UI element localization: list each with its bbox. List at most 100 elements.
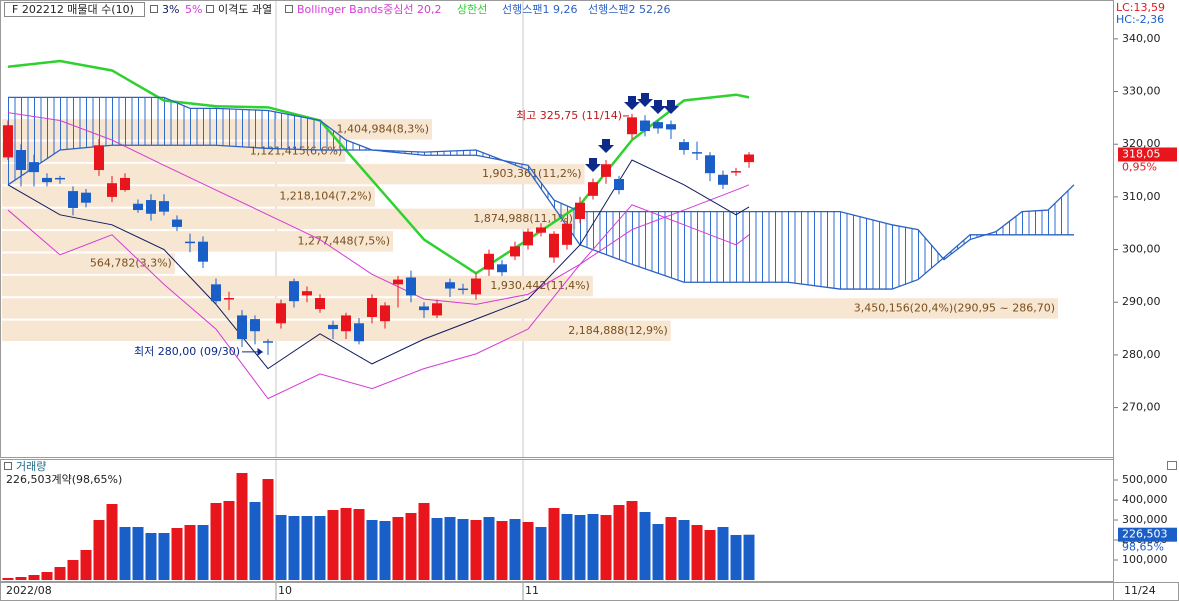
- volume-profile-label: 1,874,988(11,1%): [473, 212, 573, 225]
- volume-profile-bar: [2, 320, 671, 342]
- candle-body: [16, 150, 26, 171]
- candle-body: [471, 278, 481, 295]
- candle-body: [198, 241, 208, 262]
- candle-body: [692, 152, 702, 154]
- legend-entry: 선행스팬2 52,26: [588, 3, 670, 16]
- y-tick-label: 270,00: [1122, 401, 1161, 414]
- x-tick-label: 10: [278, 584, 292, 597]
- volume-bar: [28, 575, 40, 580]
- volume-bar: [626, 501, 638, 580]
- volume-bar: [743, 534, 755, 580]
- candle-body: [328, 324, 338, 330]
- volume-profile-label: 3,450,156(20,4%)(290,95 ~ 286,70): [854, 301, 1055, 314]
- checkbox: [150, 5, 158, 13]
- volume-bar: [327, 510, 339, 580]
- volume-bar: [249, 502, 261, 580]
- candle-body: [367, 298, 377, 317]
- signal-arrow: [637, 93, 653, 107]
- candle-body: [250, 319, 260, 332]
- volume-pct-label: 98,65%: [1122, 541, 1164, 554]
- candle-body: [497, 264, 507, 273]
- volume-bar: [405, 513, 417, 580]
- y-tick-label: 320,00: [1122, 137, 1161, 150]
- candle-body: [380, 305, 390, 322]
- y-tick-label: 400,000: [1122, 493, 1168, 506]
- candle-body: [276, 303, 286, 324]
- overheat-label: 이격도 과열: [218, 3, 272, 16]
- volume-bar: [639, 512, 651, 580]
- volume-bar: [184, 525, 196, 580]
- candle-body: [393, 279, 403, 285]
- candle-body: [536, 227, 546, 233]
- volume-bar: [197, 525, 209, 580]
- candle-body: [289, 281, 299, 302]
- candle-body: [549, 233, 559, 258]
- volume-bar: [106, 504, 118, 580]
- candle-body: [484, 253, 494, 270]
- volume-bar: [392, 517, 404, 580]
- candle-body: [172, 219, 182, 227]
- signal-arrows: [585, 93, 679, 172]
- panel-button[interactable]: [1167, 461, 1177, 470]
- candle-body: [237, 315, 247, 340]
- candle-body: [354, 323, 364, 342]
- candle-body: [523, 231, 533, 246]
- volume-profile-label: 1,404,984(8,3%): [337, 122, 430, 135]
- volume-bar: [418, 503, 430, 580]
- volume-bar: [314, 516, 326, 580]
- hc-label: HC:-2,36: [1116, 13, 1164, 26]
- candle-body: [601, 164, 611, 177]
- volume-bar: [496, 521, 508, 580]
- signal-arrow: [663, 100, 679, 114]
- legend-entry: 3%: [162, 3, 179, 16]
- signal-arrow: [650, 100, 666, 114]
- chart-title: F 202212 매물대 수(10): [12, 3, 134, 16]
- candle-body: [731, 171, 741, 173]
- y-tick-label: 300,000: [1122, 513, 1168, 526]
- volume-bar: [717, 527, 729, 580]
- candle-body: [718, 174, 728, 185]
- candle-body: [3, 125, 13, 158]
- candle-body: [81, 192, 91, 203]
- volume-bar: [574, 515, 586, 580]
- volume-profile-bar: [2, 231, 393, 252]
- candle-body: [302, 291, 312, 296]
- y-tick-label: 300,00: [1122, 243, 1161, 256]
- indicator-line: [7, 59, 750, 275]
- candle-body: [120, 177, 130, 191]
- candle-body: [653, 122, 663, 129]
- candle-body: [29, 162, 39, 173]
- candle-body: [510, 246, 520, 257]
- candle-body: [627, 117, 637, 135]
- volume-bar: [704, 530, 716, 580]
- high-annotation: 최고 325,75 (11/14): [516, 109, 622, 122]
- lc-label: LC:13,59: [1116, 1, 1165, 14]
- candle-body: [224, 298, 234, 300]
- candle-body: [640, 120, 650, 132]
- candle-body: [42, 177, 52, 183]
- volume-bar: [678, 520, 690, 580]
- volume-bar: [15, 577, 27, 580]
- volume-bar: [366, 520, 378, 580]
- volume-profile-label: 2,184,888(12,9%): [568, 324, 668, 337]
- volume-bar: [509, 519, 521, 580]
- volume-bar: [288, 516, 300, 580]
- change-label: 0,95%: [1122, 160, 1157, 173]
- volume-bar: [613, 505, 625, 580]
- volume-profile-bar: [2, 163, 585, 185]
- volume-bar: [54, 567, 66, 580]
- volume-bar: [275, 515, 287, 580]
- checkbox: [285, 5, 293, 13]
- candle-body: [458, 288, 468, 291]
- volume-bar: [730, 535, 742, 580]
- volume-bar: [353, 509, 365, 580]
- volume-profile-label: 1,930,442(11,4%): [490, 279, 590, 292]
- signal-arrow: [585, 158, 601, 172]
- candle-body: [666, 124, 676, 130]
- volume-bar: [301, 516, 313, 580]
- volume-bar: [93, 520, 105, 580]
- candle-body: [159, 201, 169, 212]
- last-volume-label: 226,503: [1122, 528, 1168, 541]
- volume-bar: [145, 533, 157, 580]
